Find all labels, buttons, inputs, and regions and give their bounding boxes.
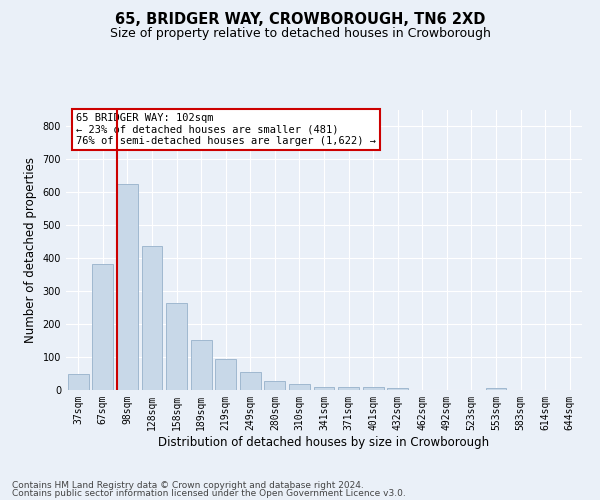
Bar <box>92 264 113 390</box>
Bar <box>485 388 506 390</box>
Bar <box>289 384 310 390</box>
Text: 65 BRIDGER WAY: 102sqm
← 23% of detached houses are smaller (481)
76% of semi-de: 65 BRIDGER WAY: 102sqm ← 23% of detached… <box>76 113 376 146</box>
Bar <box>68 374 89 390</box>
Bar <box>142 246 163 390</box>
X-axis label: Distribution of detached houses by size in Crowborough: Distribution of detached houses by size … <box>158 436 490 448</box>
Bar <box>265 381 286 390</box>
Text: 65, BRIDGER WAY, CROWBOROUGH, TN6 2XD: 65, BRIDGER WAY, CROWBOROUGH, TN6 2XD <box>115 12 485 28</box>
Bar <box>240 372 261 390</box>
Text: Contains public sector information licensed under the Open Government Licence v3: Contains public sector information licen… <box>12 489 406 498</box>
Text: Size of property relative to detached houses in Crowborough: Size of property relative to detached ho… <box>110 28 490 40</box>
Bar <box>338 386 359 390</box>
Bar <box>362 386 383 390</box>
Bar <box>166 302 187 390</box>
Text: Contains HM Land Registry data © Crown copyright and database right 2024.: Contains HM Land Registry data © Crown c… <box>12 480 364 490</box>
Bar <box>117 184 138 390</box>
Bar <box>191 340 212 390</box>
Y-axis label: Number of detached properties: Number of detached properties <box>24 157 37 343</box>
Bar <box>314 386 334 390</box>
Bar <box>387 388 408 390</box>
Bar <box>215 358 236 390</box>
